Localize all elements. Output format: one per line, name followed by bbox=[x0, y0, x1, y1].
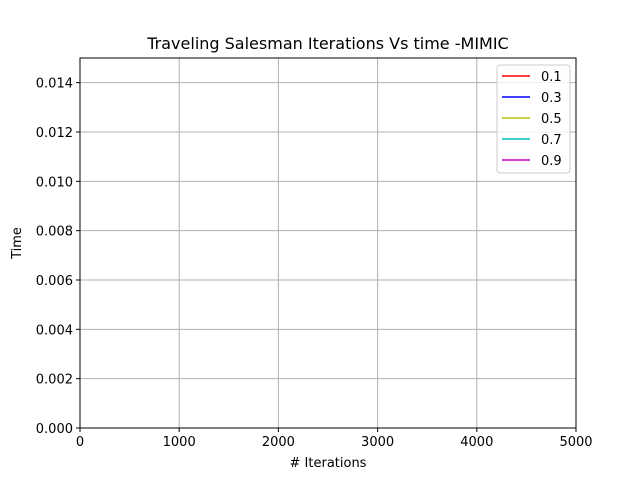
y-tick-label: 0.002 bbox=[36, 373, 73, 388]
x-tick-label: 4000 bbox=[460, 435, 493, 450]
y-tick-label: 0.008 bbox=[36, 225, 73, 240]
x-axis-label: # Iterations bbox=[290, 456, 367, 471]
y-axis: 0.000 0.002 0.004 0.006 0.008 0.010 0.012 0.014 bbox=[36, 77, 80, 437]
y-tick-label: 0.004 bbox=[36, 323, 73, 338]
y-tick-label: 0.012 bbox=[36, 126, 73, 141]
legend: 0.1 0.3 0.5 0.7 0.9 bbox=[496, 64, 571, 174]
y-tick-label: 0.014 bbox=[36, 77, 73, 92]
legend-label: 0.7 bbox=[541, 133, 562, 148]
x-axis: 0 1000 2000 3000 4000 5000 bbox=[76, 428, 593, 450]
x-tick-label: 3000 bbox=[361, 435, 394, 450]
x-tick-label: 5000 bbox=[559, 435, 592, 450]
legend-label: 0.5 bbox=[541, 112, 562, 127]
legend-label: 0.1 bbox=[541, 70, 562, 85]
y-tick-label: 0.010 bbox=[36, 175, 73, 190]
legend-box bbox=[496, 64, 571, 174]
x-tick-label: 1000 bbox=[163, 435, 196, 450]
x-tick-label: 2000 bbox=[262, 435, 295, 450]
x-tick-label: 0 bbox=[76, 435, 84, 450]
legend-label: 0.3 bbox=[541, 91, 562, 106]
chart-title: Traveling Salesman Iterations Vs time -M… bbox=[146, 34, 508, 53]
y-tick-label: 0.006 bbox=[36, 274, 73, 289]
legend-label: 0.9 bbox=[541, 154, 562, 169]
grid bbox=[79, 58, 577, 429]
y-tick-label: 0.000 bbox=[36, 422, 73, 437]
y-axis-label: Time bbox=[10, 227, 25, 260]
plot-frame bbox=[79, 57, 577, 429]
